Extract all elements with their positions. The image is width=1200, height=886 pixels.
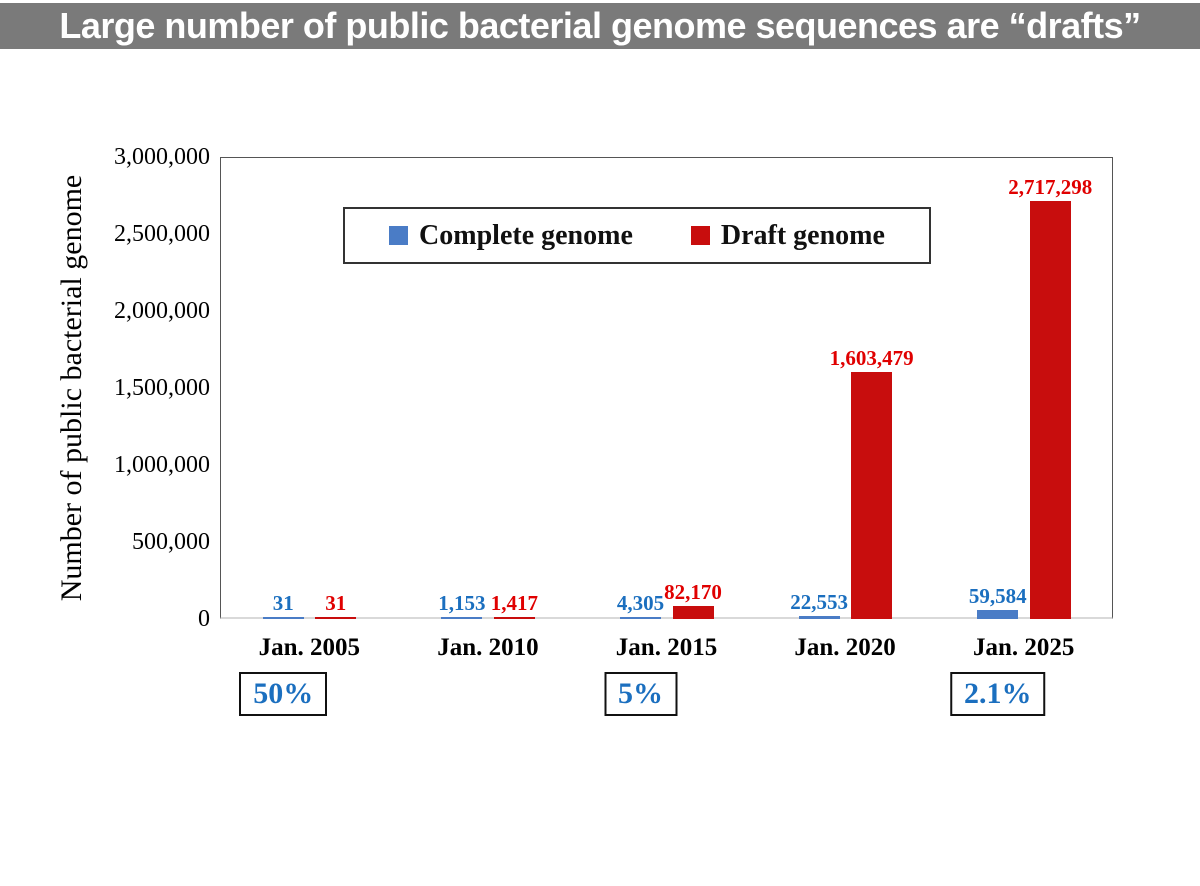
data-label: 31 [325,590,347,615]
bar-draft-2005 [315,616,357,619]
percentage-box: 50% [239,672,328,716]
percentage-value: 50% [253,677,314,710]
bar-draft-2025 [1029,200,1071,619]
x-category-label: Jan. 2005 [258,634,360,661]
bar-draft-2010 [493,616,535,619]
y-tick-label: 1,000,000 [114,452,210,478]
legend-swatch-icon [389,226,409,245]
slide-title: Large number of public bacterial genome … [59,5,1141,46]
percentage-value: 5% [618,677,663,710]
data-label: 1,153 [438,590,486,615]
legend-entry: Draft genome [690,219,885,252]
data-label: 82,170 [664,580,722,605]
bar-draft-2020 [851,372,893,619]
data-label: 4,305 [616,590,665,615]
bar-complete-2025 [977,609,1019,619]
x-category-label: Jan. 2025 [972,634,1075,661]
chart-legend: Complete genome Draft genome [343,207,931,264]
y-tick-label: 1,500,000 [114,375,210,401]
data-label: 1,417 [490,590,539,615]
y-tick-label: 3,000,000 [114,144,210,170]
y-tick-label: 500,000 [132,529,210,555]
legend-swatch-icon [690,226,710,245]
y-tick-label: 2,500,000 [114,221,210,247]
legend-label: Draft genome [720,219,885,251]
legend-label: Complete genome [419,219,633,251]
data-label: 31 [272,590,294,615]
legend-entry: Complete genome [389,220,633,252]
title-banner: Large number of public bacterial genome … [0,3,1200,49]
data-label: 59,584 [968,583,1027,608]
bar-complete-2005 [262,616,304,619]
bar-complete-2020 [798,615,840,619]
y-tick-label: 0 [198,606,210,632]
bar-complete-2010 [441,616,483,619]
y-tick-label: 2,000,000 [114,298,210,324]
percentage-box: 5% [604,672,677,716]
x-category-label: Jan. 2015 [615,634,718,661]
percentage-box: 2.1% [949,672,1046,716]
data-label: 1,603,479 [829,346,914,371]
data-label: 22,553 [790,589,848,614]
percentage-value: 2.1% [963,677,1032,710]
bar-complete-2015 [620,616,661,619]
x-category-label: Jan. 2010 [437,634,539,661]
bar-draft-2015 [672,606,714,619]
x-category-label: Jan. 2020 [794,634,896,661]
data-label: 2,717,298 [1008,174,1093,199]
